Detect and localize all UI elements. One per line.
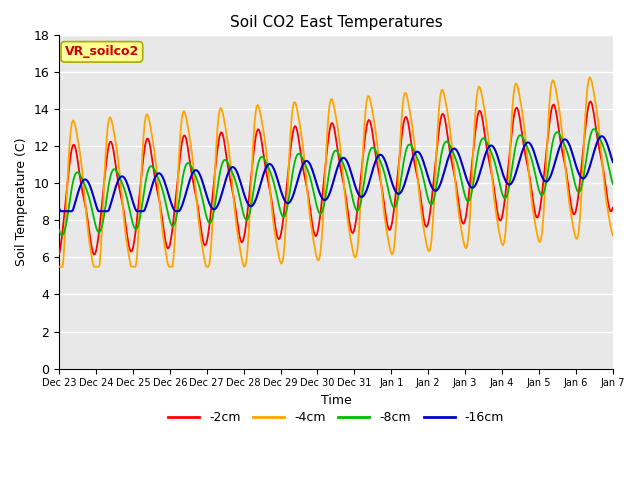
X-axis label: Time: Time <box>321 394 351 407</box>
Legend: -2cm, -4cm, -8cm, -16cm: -2cm, -4cm, -8cm, -16cm <box>163 406 509 429</box>
Y-axis label: Soil Temperature (C): Soil Temperature (C) <box>15 138 28 266</box>
Text: VR_soilco2: VR_soilco2 <box>65 45 139 59</box>
Title: Soil CO2 East Temperatures: Soil CO2 East Temperatures <box>230 15 442 30</box>
